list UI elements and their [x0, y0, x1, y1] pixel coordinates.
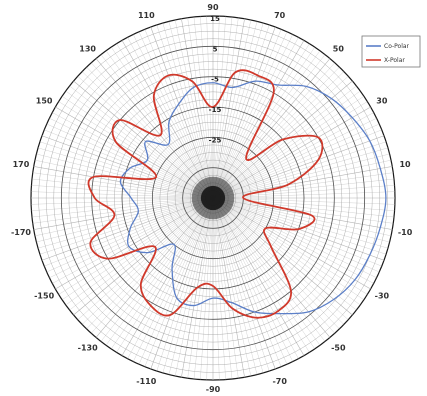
legend-label: X-Polar [384, 57, 405, 64]
legend-box [361, 35, 421, 68]
center-core [200, 185, 226, 211]
angle-tick-label: 30 [376, 97, 388, 106]
angle-tick-label: -150 [34, 292, 54, 301]
grid-ring-minor [159, 144, 267, 252]
radial-tick-label: -5 [211, 76, 219, 84]
angle-tick-label: -170 [11, 228, 31, 237]
series-line-x-polar [87, 69, 324, 319]
radial-tick-label: -15 [209, 106, 222, 114]
angle-tick-label: 150 [36, 97, 53, 106]
grid-ring-minor [174, 159, 252, 237]
grid-ring-minor [106, 91, 320, 305]
angle-tick-label: 50 [333, 45, 345, 54]
angle-tick-label: -110 [136, 377, 156, 386]
angle-tick-labels: 90 70 50 30 10 -10 -30 -50 -70 -90 -110 -130 -150 -17… [11, 3, 413, 394]
angle-tick-label: -70 [272, 377, 287, 386]
grid-ring-minor [144, 129, 282, 267]
grid-ring-minor [114, 99, 312, 297]
grid-ring-minor [83, 68, 343, 328]
radial-tick-label: 5 [213, 45, 218, 53]
angle-tick-label: -10 [398, 228, 413, 237]
grid-ring-minor [129, 114, 297, 282]
grid-ring-minor [68, 53, 358, 343]
angle-tick-label: 130 [79, 45, 96, 54]
angle-tick-label: -90 [206, 385, 221, 394]
angle-tick-label: -30 [375, 292, 390, 301]
angle-tick-label: 110 [138, 11, 155, 20]
angle-tick-label: 70 [274, 11, 286, 20]
angle-tick-label: 10 [399, 160, 411, 169]
radial-tick-labels: 15 5 -5 -15 -25 [209, 15, 222, 144]
grid-ring-minor [190, 175, 236, 221]
polar-grid [30, 15, 396, 381]
grid-ring-minor [45, 30, 381, 366]
angle-tick-label: 90 [207, 3, 219, 12]
grid-ring-minor [99, 84, 327, 312]
grid-ring-major [151, 136, 275, 260]
grid-ring-minor [76, 61, 350, 335]
legend-label: Co-Polar [384, 43, 410, 50]
grid-ring-minor [38, 23, 388, 373]
angle-tick-label: 170 [13, 160, 30, 169]
grid-ring-minor [53, 38, 373, 358]
grid-ring-major [60, 45, 366, 351]
legend: Co-Polar X-Polar [361, 35, 421, 68]
grid-ring-major [91, 76, 335, 320]
radial-tick-label: 15 [210, 15, 220, 23]
grid-ring-minor [136, 121, 290, 275]
grid-ring-minor [167, 152, 259, 244]
angle-tick-label: -130 [78, 343, 98, 352]
series-group [87, 69, 387, 319]
angle-tick-label: -50 [331, 343, 346, 352]
series-line-co-polar [119, 80, 387, 315]
radial-tick-label: -25 [209, 136, 222, 144]
